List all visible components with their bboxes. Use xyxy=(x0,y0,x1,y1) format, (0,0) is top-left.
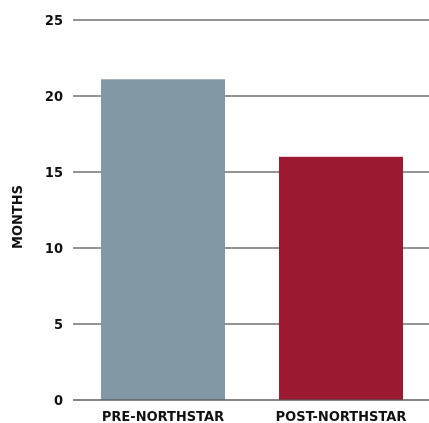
y-tick-label: 20 xyxy=(45,90,63,105)
category-label-post-northstar: POST-NORTHSTAR xyxy=(276,410,407,423)
y-axis-title: MONTHS xyxy=(11,185,26,249)
category-labels: PRE-NORTHSTAR POST-NORTHSTAR xyxy=(102,410,406,423)
y-tick-label: 25 xyxy=(45,14,63,29)
bar-post-northstar xyxy=(279,156,403,400)
y-tick-label: 5 xyxy=(54,318,63,333)
bars xyxy=(73,79,429,401)
category-label-pre-northstar: PRE-NORTHSTAR xyxy=(102,410,224,423)
y-tick-labels: 0 5 10 15 20 25 xyxy=(45,14,63,409)
y-tick-label: 10 xyxy=(45,242,63,257)
y-tick-label: 0 xyxy=(54,394,63,409)
y-tick-label: 15 xyxy=(45,166,63,181)
bar-pre-northstar xyxy=(101,79,225,400)
